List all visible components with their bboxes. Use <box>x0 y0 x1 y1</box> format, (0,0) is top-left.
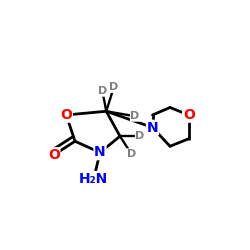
Text: H₂N: H₂N <box>79 172 108 186</box>
Text: D: D <box>109 82 118 92</box>
Text: O: O <box>48 148 60 162</box>
Text: N: N <box>147 120 158 134</box>
Text: D: D <box>127 149 136 159</box>
Text: N: N <box>94 146 106 160</box>
Text: D: D <box>136 131 144 141</box>
Text: O: O <box>60 108 72 122</box>
Text: D: D <box>98 86 107 96</box>
Text: D: D <box>130 111 140 121</box>
Text: O: O <box>183 108 195 122</box>
